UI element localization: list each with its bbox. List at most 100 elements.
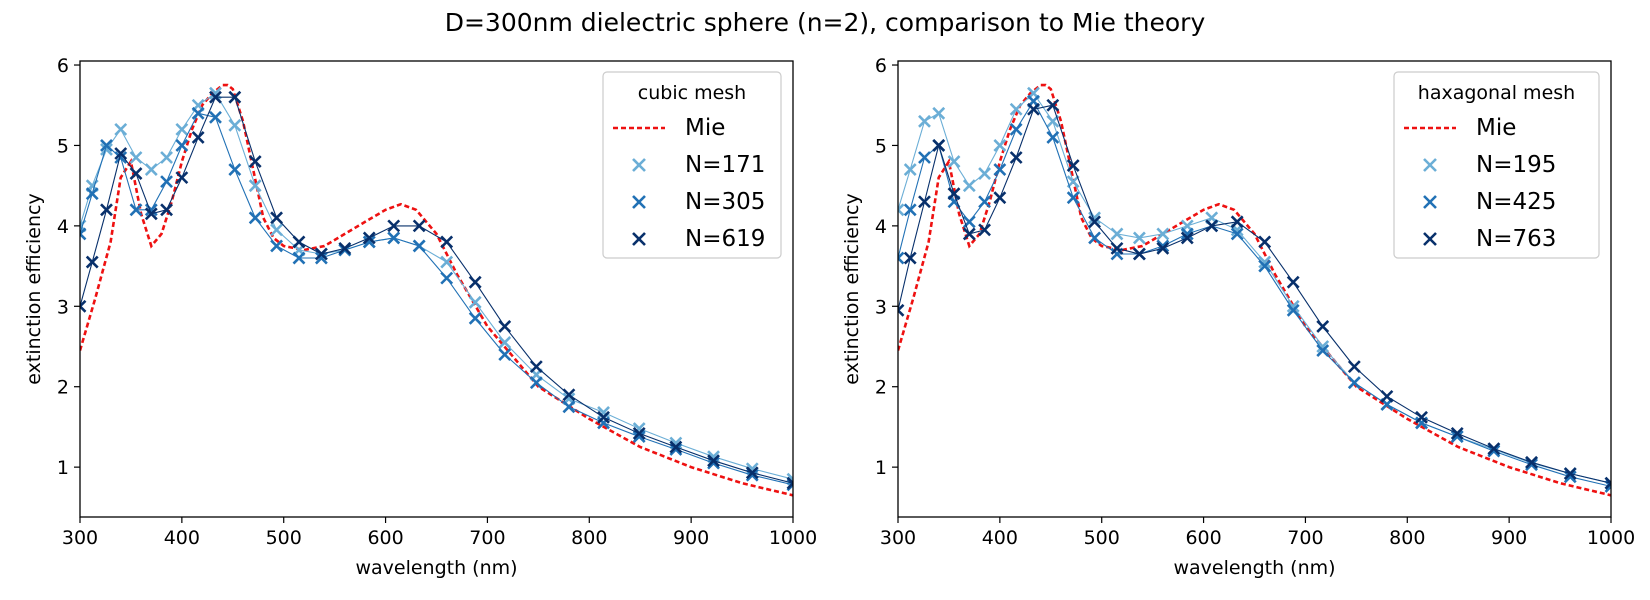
y-tick-label: 1 — [57, 457, 69, 479]
x-tick-label: 1000 — [1587, 527, 1635, 549]
series-point — [387, 231, 401, 245]
point-stroke — [175, 171, 189, 185]
point-stroke — [412, 239, 426, 253]
point-stroke — [228, 163, 242, 176]
point-stroke — [978, 195, 991, 209]
point-stroke — [932, 139, 946, 152]
legend-box — [1393, 71, 1600, 259]
legend-mie-label: Mie — [1476, 115, 1516, 141]
legend-marker-stroke — [632, 195, 646, 209]
y-tick-label: 4 — [57, 216, 69, 238]
point-stroke — [1563, 470, 1577, 484]
point-stroke — [786, 472, 793, 482]
x-tick-label: 600 — [367, 527, 403, 549]
series-point — [144, 163, 158, 176]
x-tick-label: 500 — [266, 527, 302, 549]
point-stroke — [144, 163, 158, 176]
point-stroke — [745, 466, 759, 480]
series-point — [1258, 259, 1272, 273]
y-tick-label: 2 — [875, 377, 887, 399]
series-point — [1110, 227, 1124, 241]
x-tick-label: 800 — [571, 527, 607, 549]
series-point — [468, 295, 482, 309]
series-point — [1088, 211, 1102, 225]
point-stroke — [1347, 360, 1361, 374]
series-point — [314, 247, 328, 261]
legend-marker-stroke — [632, 158, 646, 172]
point-stroke — [498, 348, 512, 361]
series-point — [440, 235, 454, 249]
point-stroke — [632, 426, 646, 440]
legend-series-label: N=619 — [685, 226, 765, 252]
point-stroke — [209, 90, 222, 104]
series-point — [338, 241, 352, 255]
series-point — [129, 203, 143, 217]
series-point — [160, 175, 173, 189]
series-point — [1604, 476, 1611, 490]
point-stroke — [947, 155, 961, 168]
point-stroke — [562, 388, 576, 402]
legend-box — [602, 71, 782, 259]
x-tick-label: 1000 — [769, 527, 817, 549]
series-point — [498, 336, 512, 349]
y-tick-label: 3 — [57, 296, 69, 318]
series-point — [228, 163, 242, 176]
point-stroke — [918, 195, 931, 209]
series-point — [412, 239, 426, 253]
series-point — [1487, 442, 1501, 456]
point-stroke — [1230, 215, 1244, 229]
point-stroke — [947, 187, 961, 201]
series-point — [412, 219, 426, 233]
series-point — [85, 255, 99, 269]
point-stroke — [292, 251, 306, 265]
legend-series-label: N=763 — [1476, 226, 1556, 252]
legend-marker — [1423, 158, 1437, 172]
mie-curve — [80, 83, 793, 497]
series-point — [786, 476, 793, 490]
series-point — [1380, 389, 1394, 403]
point-stroke — [160, 175, 173, 189]
point-stroke — [1230, 227, 1244, 241]
series-point — [440, 271, 454, 285]
series-point — [314, 251, 328, 265]
series-point — [1347, 360, 1361, 374]
point-stroke — [1088, 215, 1102, 229]
series-point — [144, 203, 158, 217]
series-point — [962, 227, 976, 241]
point-stroke — [85, 187, 99, 201]
point-stroke — [498, 319, 512, 333]
series-point — [1027, 102, 1040, 116]
series-point — [978, 167, 991, 181]
legend-marker-stroke — [1423, 158, 1437, 172]
x-tick-label: 400 — [164, 527, 200, 549]
point-stroke — [1380, 389, 1394, 403]
series-point — [947, 155, 961, 168]
point-stroke — [597, 410, 610, 424]
point-stroke — [129, 167, 143, 181]
point-stroke — [1487, 442, 1501, 456]
series-point — [114, 147, 128, 160]
point-stroke — [707, 454, 720, 468]
point-stroke — [1088, 211, 1102, 225]
point-stroke — [1563, 467, 1577, 480]
series-point — [903, 203, 917, 217]
point-stroke — [1525, 455, 1538, 469]
series-point — [1415, 410, 1428, 424]
point-stroke — [80, 304, 87, 313]
legend-series-label: N=171 — [685, 152, 765, 178]
series-point — [745, 466, 759, 480]
point-stroke — [993, 191, 1007, 205]
series-point — [1563, 470, 1577, 484]
series-point — [1286, 275, 1300, 289]
point-stroke — [1132, 231, 1146, 245]
series-point — [85, 187, 99, 201]
point-stroke — [129, 203, 143, 217]
point-stroke — [362, 231, 376, 245]
plot-area — [80, 83, 793, 497]
series-point — [144, 207, 158, 221]
point-stroke — [1604, 476, 1611, 486]
x-axis-label: wavelength (nm) — [1173, 557, 1335, 579]
series-point — [129, 167, 143, 181]
series-point — [1180, 227, 1194, 241]
series-point — [898, 251, 905, 265]
